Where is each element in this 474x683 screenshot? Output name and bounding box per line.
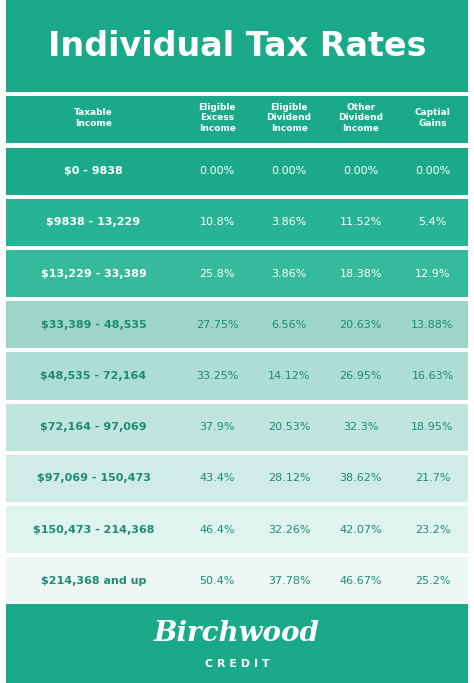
Text: 3.86%: 3.86%: [272, 217, 307, 227]
Text: 12.9%: 12.9%: [415, 268, 450, 279]
Text: 0.00%: 0.00%: [415, 166, 450, 176]
Text: 43.4%: 43.4%: [200, 473, 235, 484]
Text: 16.63%: 16.63%: [411, 371, 454, 381]
Text: Taxable
Income: Taxable Income: [74, 108, 113, 128]
FancyBboxPatch shape: [6, 604, 468, 683]
Text: $33,389 - 48,535: $33,389 - 48,535: [41, 320, 146, 330]
Text: 37.9%: 37.9%: [200, 422, 235, 432]
Text: 23.2%: 23.2%: [415, 525, 450, 535]
Text: 27.75%: 27.75%: [196, 320, 238, 330]
FancyBboxPatch shape: [6, 0, 468, 92]
FancyBboxPatch shape: [6, 195, 468, 199]
Text: 0.00%: 0.00%: [272, 166, 307, 176]
Text: 33.25%: 33.25%: [196, 371, 238, 381]
Text: $48,535 - 72,164: $48,535 - 72,164: [40, 371, 146, 381]
Text: 50.4%: 50.4%: [200, 576, 235, 586]
Text: 11.52%: 11.52%: [340, 217, 382, 227]
Text: Birchwood: Birchwood: [154, 620, 320, 647]
Text: 18.38%: 18.38%: [339, 268, 382, 279]
Text: Eligible
Excess
Income: Eligible Excess Income: [199, 103, 236, 133]
FancyBboxPatch shape: [6, 451, 468, 455]
Text: $214,368 and up: $214,368 and up: [41, 576, 146, 586]
FancyBboxPatch shape: [6, 352, 468, 400]
Text: 6.56%: 6.56%: [272, 320, 307, 330]
FancyBboxPatch shape: [6, 502, 468, 506]
Text: 25.2%: 25.2%: [415, 576, 450, 586]
FancyBboxPatch shape: [6, 400, 468, 404]
Text: Other
Dividend
Income: Other Dividend Income: [338, 103, 383, 133]
FancyBboxPatch shape: [6, 148, 468, 195]
FancyBboxPatch shape: [6, 250, 468, 297]
Text: 5.4%: 5.4%: [419, 217, 447, 227]
Text: 28.12%: 28.12%: [268, 473, 310, 484]
Text: 26.95%: 26.95%: [339, 371, 382, 381]
FancyBboxPatch shape: [6, 553, 468, 557]
Text: $9838 - 13,229: $9838 - 13,229: [46, 217, 141, 227]
FancyBboxPatch shape: [6, 199, 468, 246]
Text: C R E D I T: C R E D I T: [205, 659, 269, 669]
Text: Individual Tax Rates: Individual Tax Rates: [48, 29, 426, 63]
Text: 38.62%: 38.62%: [339, 473, 382, 484]
Text: 37.78%: 37.78%: [268, 576, 310, 586]
FancyBboxPatch shape: [6, 92, 468, 96]
Text: Eligible
Dividend
Income: Eligible Dividend Income: [266, 103, 311, 133]
Text: 21.7%: 21.7%: [415, 473, 450, 484]
Text: 46.4%: 46.4%: [200, 525, 235, 535]
FancyBboxPatch shape: [6, 348, 468, 352]
Text: 46.67%: 46.67%: [339, 576, 382, 586]
FancyBboxPatch shape: [6, 92, 468, 143]
Text: $150,473 - 214,368: $150,473 - 214,368: [33, 525, 154, 535]
Text: $97,069 - 150,473: $97,069 - 150,473: [36, 473, 150, 484]
Text: 18.95%: 18.95%: [411, 422, 454, 432]
Text: Captial
Gains: Captial Gains: [415, 108, 450, 128]
Text: 14.12%: 14.12%: [268, 371, 310, 381]
Text: 20.53%: 20.53%: [268, 422, 310, 432]
Text: 20.63%: 20.63%: [340, 320, 382, 330]
Text: 32.3%: 32.3%: [343, 422, 379, 432]
FancyBboxPatch shape: [6, 301, 468, 348]
FancyBboxPatch shape: [6, 455, 468, 502]
FancyBboxPatch shape: [6, 143, 468, 148]
Text: 42.07%: 42.07%: [339, 525, 382, 535]
FancyBboxPatch shape: [6, 557, 468, 604]
Text: $0 - 9838: $0 - 9838: [64, 166, 123, 176]
Text: 0.00%: 0.00%: [200, 166, 235, 176]
FancyBboxPatch shape: [6, 297, 468, 301]
Text: 0.00%: 0.00%: [343, 166, 378, 176]
Text: 32.26%: 32.26%: [268, 525, 310, 535]
FancyBboxPatch shape: [6, 404, 468, 451]
Text: $72,164 - 97,069: $72,164 - 97,069: [40, 422, 147, 432]
FancyBboxPatch shape: [6, 246, 468, 250]
Text: 3.86%: 3.86%: [272, 268, 307, 279]
Text: 25.8%: 25.8%: [200, 268, 235, 279]
Text: 13.88%: 13.88%: [411, 320, 454, 330]
Text: 10.8%: 10.8%: [200, 217, 235, 227]
FancyBboxPatch shape: [6, 506, 468, 553]
Text: $13,229 - 33,389: $13,229 - 33,389: [41, 268, 146, 279]
